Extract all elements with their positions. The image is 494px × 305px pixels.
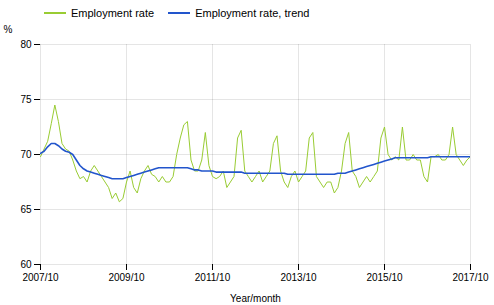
svg-text:2015/10: 2015/10 (366, 272, 403, 283)
svg-text:70: 70 (20, 149, 32, 160)
svg-text:%: % (4, 24, 13, 35)
svg-text:2009/10: 2009/10 (108, 272, 145, 283)
svg-text:2007/10: 2007/10 (22, 272, 59, 283)
svg-text:2017/10: 2017/10 (452, 272, 489, 283)
svg-text:2013/10: 2013/10 (280, 272, 317, 283)
svg-text:75: 75 (20, 94, 32, 105)
svg-text:80: 80 (20, 39, 32, 50)
svg-text:Year/month: Year/month (230, 293, 281, 304)
svg-text:2011/10: 2011/10 (195, 272, 231, 283)
html-text:Employment rate, trend: Employment rate, trend (195, 7, 310, 19)
svg-text:65: 65 (20, 204, 32, 215)
svg-text:60: 60 (20, 259, 32, 270)
html-text:Employment rate: Employment rate (71, 7, 155, 19)
